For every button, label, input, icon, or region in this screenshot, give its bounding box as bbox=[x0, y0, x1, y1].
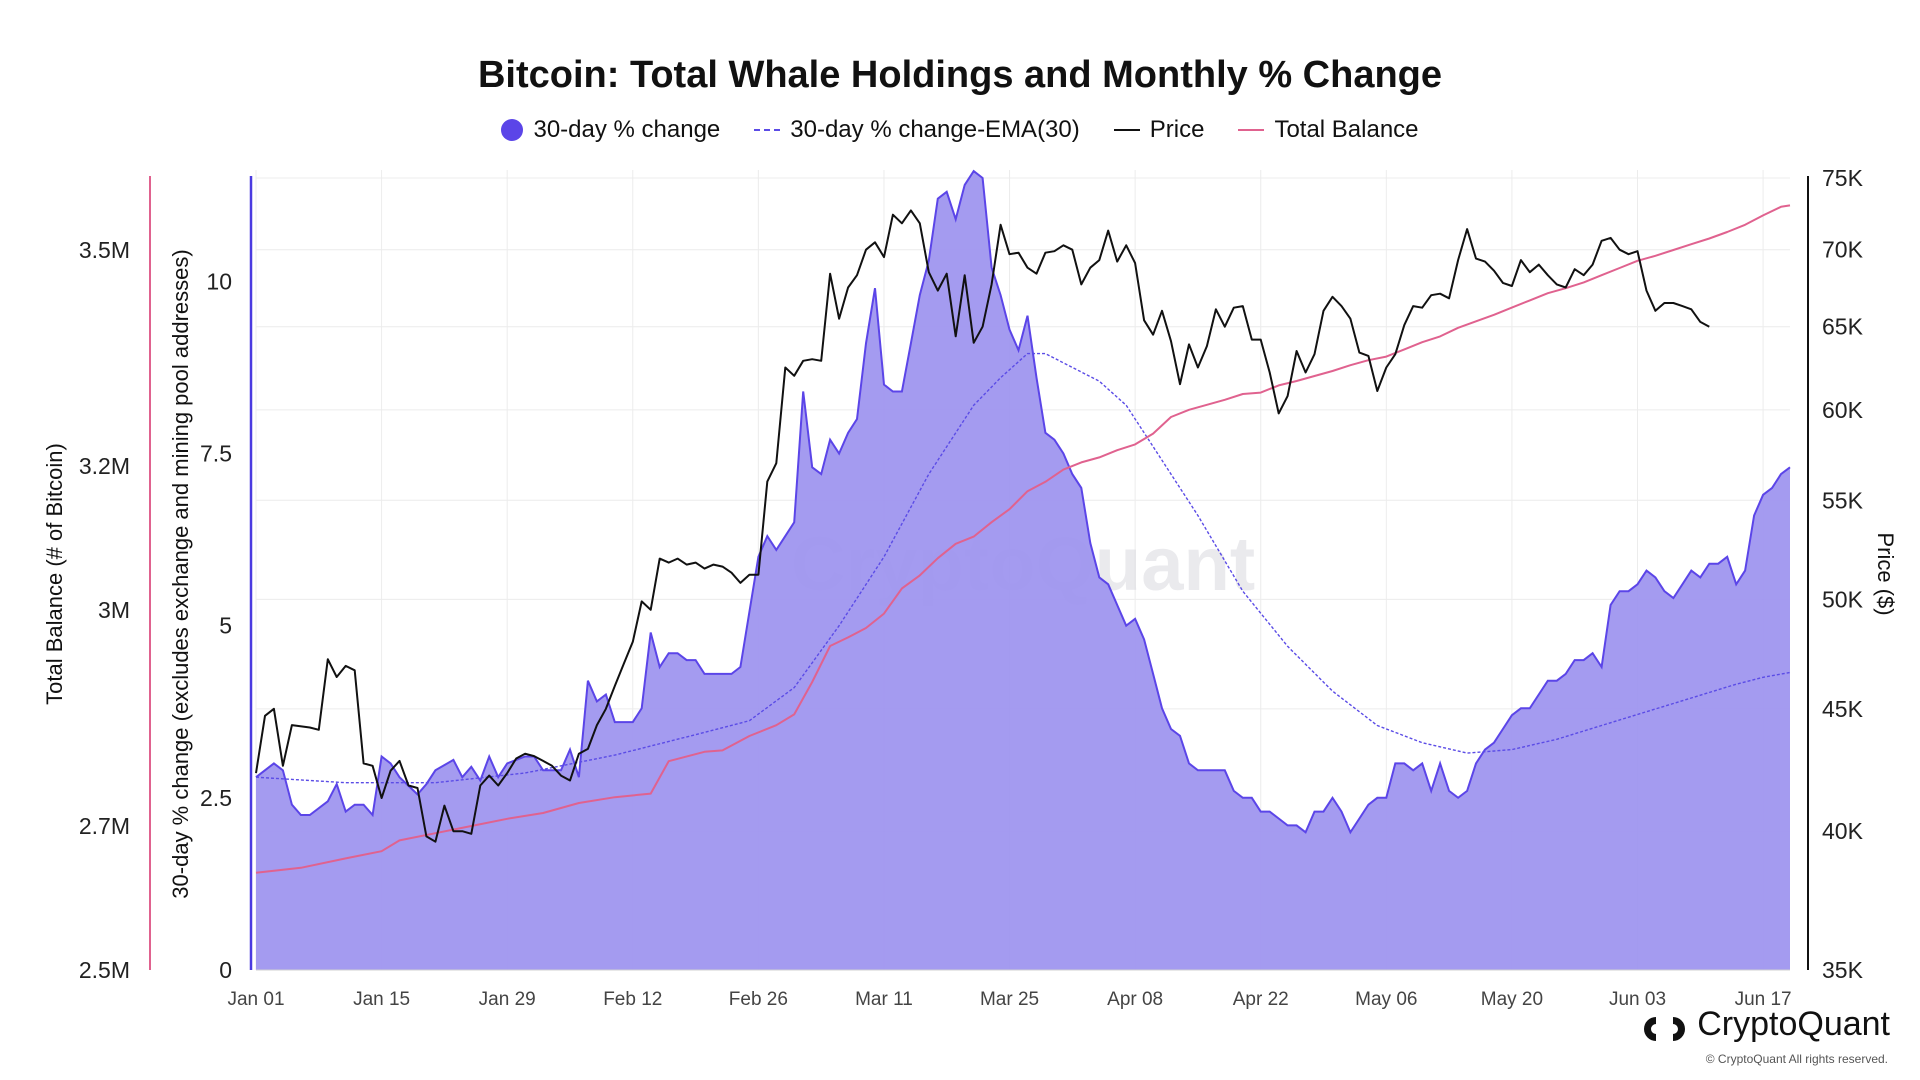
price-tick-label: 35K bbox=[1822, 957, 1864, 983]
pct-tick-label: 0 bbox=[219, 957, 232, 983]
legend-item-ema[interactable]: 30-day % change-EMA(30) bbox=[754, 116, 1080, 144]
price-tick-label: 50K bbox=[1822, 586, 1864, 612]
legend-label: Total Balance bbox=[1274, 116, 1419, 143]
legend-label: Price bbox=[1149, 116, 1205, 143]
x-tick-label: Jan 01 bbox=[227, 989, 284, 1010]
series-line-total-balance bbox=[255, 204, 1791, 874]
x-tick-label: Jun 17 bbox=[1735, 989, 1792, 1010]
copyright-text: © CryptoQuant All rights reserved. bbox=[1705, 1052, 1888, 1066]
pct-tick-label: 5 bbox=[219, 613, 232, 639]
balance-tick-label: 3.2M bbox=[79, 453, 130, 479]
price-tick-label: 70K bbox=[1822, 237, 1864, 263]
legend-dashed-line-icon bbox=[754, 129, 781, 131]
cryptoquant-logo-icon bbox=[1643, 1012, 1687, 1041]
price-tick-label: 60K bbox=[1822, 397, 1864, 423]
brand-name: CryptoQuant bbox=[1697, 1005, 1890, 1043]
x-tick-label: Apr 22 bbox=[1233, 989, 1289, 1010]
x-tick-label: May 06 bbox=[1355, 989, 1417, 1010]
x-tick-label: Apr 08 bbox=[1107, 989, 1163, 1010]
series-line-ema bbox=[255, 352, 1791, 784]
chart-title: Bitcoin: Total Whale Holdings and Monthl… bbox=[477, 54, 1443, 96]
price-tick-label: 40K bbox=[1822, 818, 1864, 844]
legend-line-icon bbox=[1113, 129, 1140, 131]
price-tick-label: 75K bbox=[1822, 165, 1864, 191]
brand-logo: CryptoQuant bbox=[1643, 1005, 1890, 1044]
x-tick-label: Mar 11 bbox=[855, 989, 913, 1010]
x-tick-label: Jan 29 bbox=[479, 989, 536, 1010]
price-tick-label: 65K bbox=[1822, 314, 1864, 340]
pct-tick-label: 2.5 bbox=[200, 785, 232, 811]
pct-axis-label: 30-day % change (excludes exchange and m… bbox=[168, 249, 193, 898]
legend-label: 30-day % change bbox=[533, 116, 721, 143]
balance-tick-label: 3M bbox=[98, 597, 130, 623]
pct-tick-label: 7.5 bbox=[200, 440, 232, 466]
pct-tick-label: 10 bbox=[206, 268, 232, 294]
series-line-price bbox=[255, 209, 1710, 843]
price-tick-label: 45K bbox=[1822, 696, 1864, 722]
legend: 30-day % change 30-day % change-EMA(30) … bbox=[0, 116, 1920, 144]
legend-label: 30-day % change-EMA(30) bbox=[790, 116, 1080, 143]
x-tick-label: Jun 03 bbox=[1609, 989, 1666, 1010]
x-tick-label: Feb 26 bbox=[729, 989, 788, 1010]
legend-dot-icon bbox=[501, 119, 524, 141]
balance-axis-label: Total Balance (# of Bitcoin) bbox=[42, 443, 67, 705]
x-tick-label: Mar 25 bbox=[980, 989, 1039, 1010]
balance-tick-label: 2.5M bbox=[79, 957, 130, 983]
balance-tick-label: 3.5M bbox=[79, 237, 130, 263]
x-tick-label: May 20 bbox=[1481, 989, 1543, 1010]
x-tick-label: Feb 12 bbox=[603, 989, 662, 1010]
price-tick-label: 55K bbox=[1822, 487, 1864, 513]
series-area-pct-change bbox=[256, 171, 1790, 971]
legend-line-icon bbox=[1238, 129, 1265, 131]
balance-tick-label: 2.7M bbox=[79, 813, 130, 839]
price-axis-label: Price ($) bbox=[1873, 532, 1898, 615]
legend-item-total-balance[interactable]: Total Balance bbox=[1238, 116, 1419, 144]
legend-item-price[interactable]: Price bbox=[1113, 116, 1205, 144]
legend-item-pct-change[interactable]: 30-day % change bbox=[501, 116, 720, 144]
series-line-pct-change bbox=[255, 169, 1791, 835]
x-tick-label: Jan 15 bbox=[353, 989, 410, 1010]
